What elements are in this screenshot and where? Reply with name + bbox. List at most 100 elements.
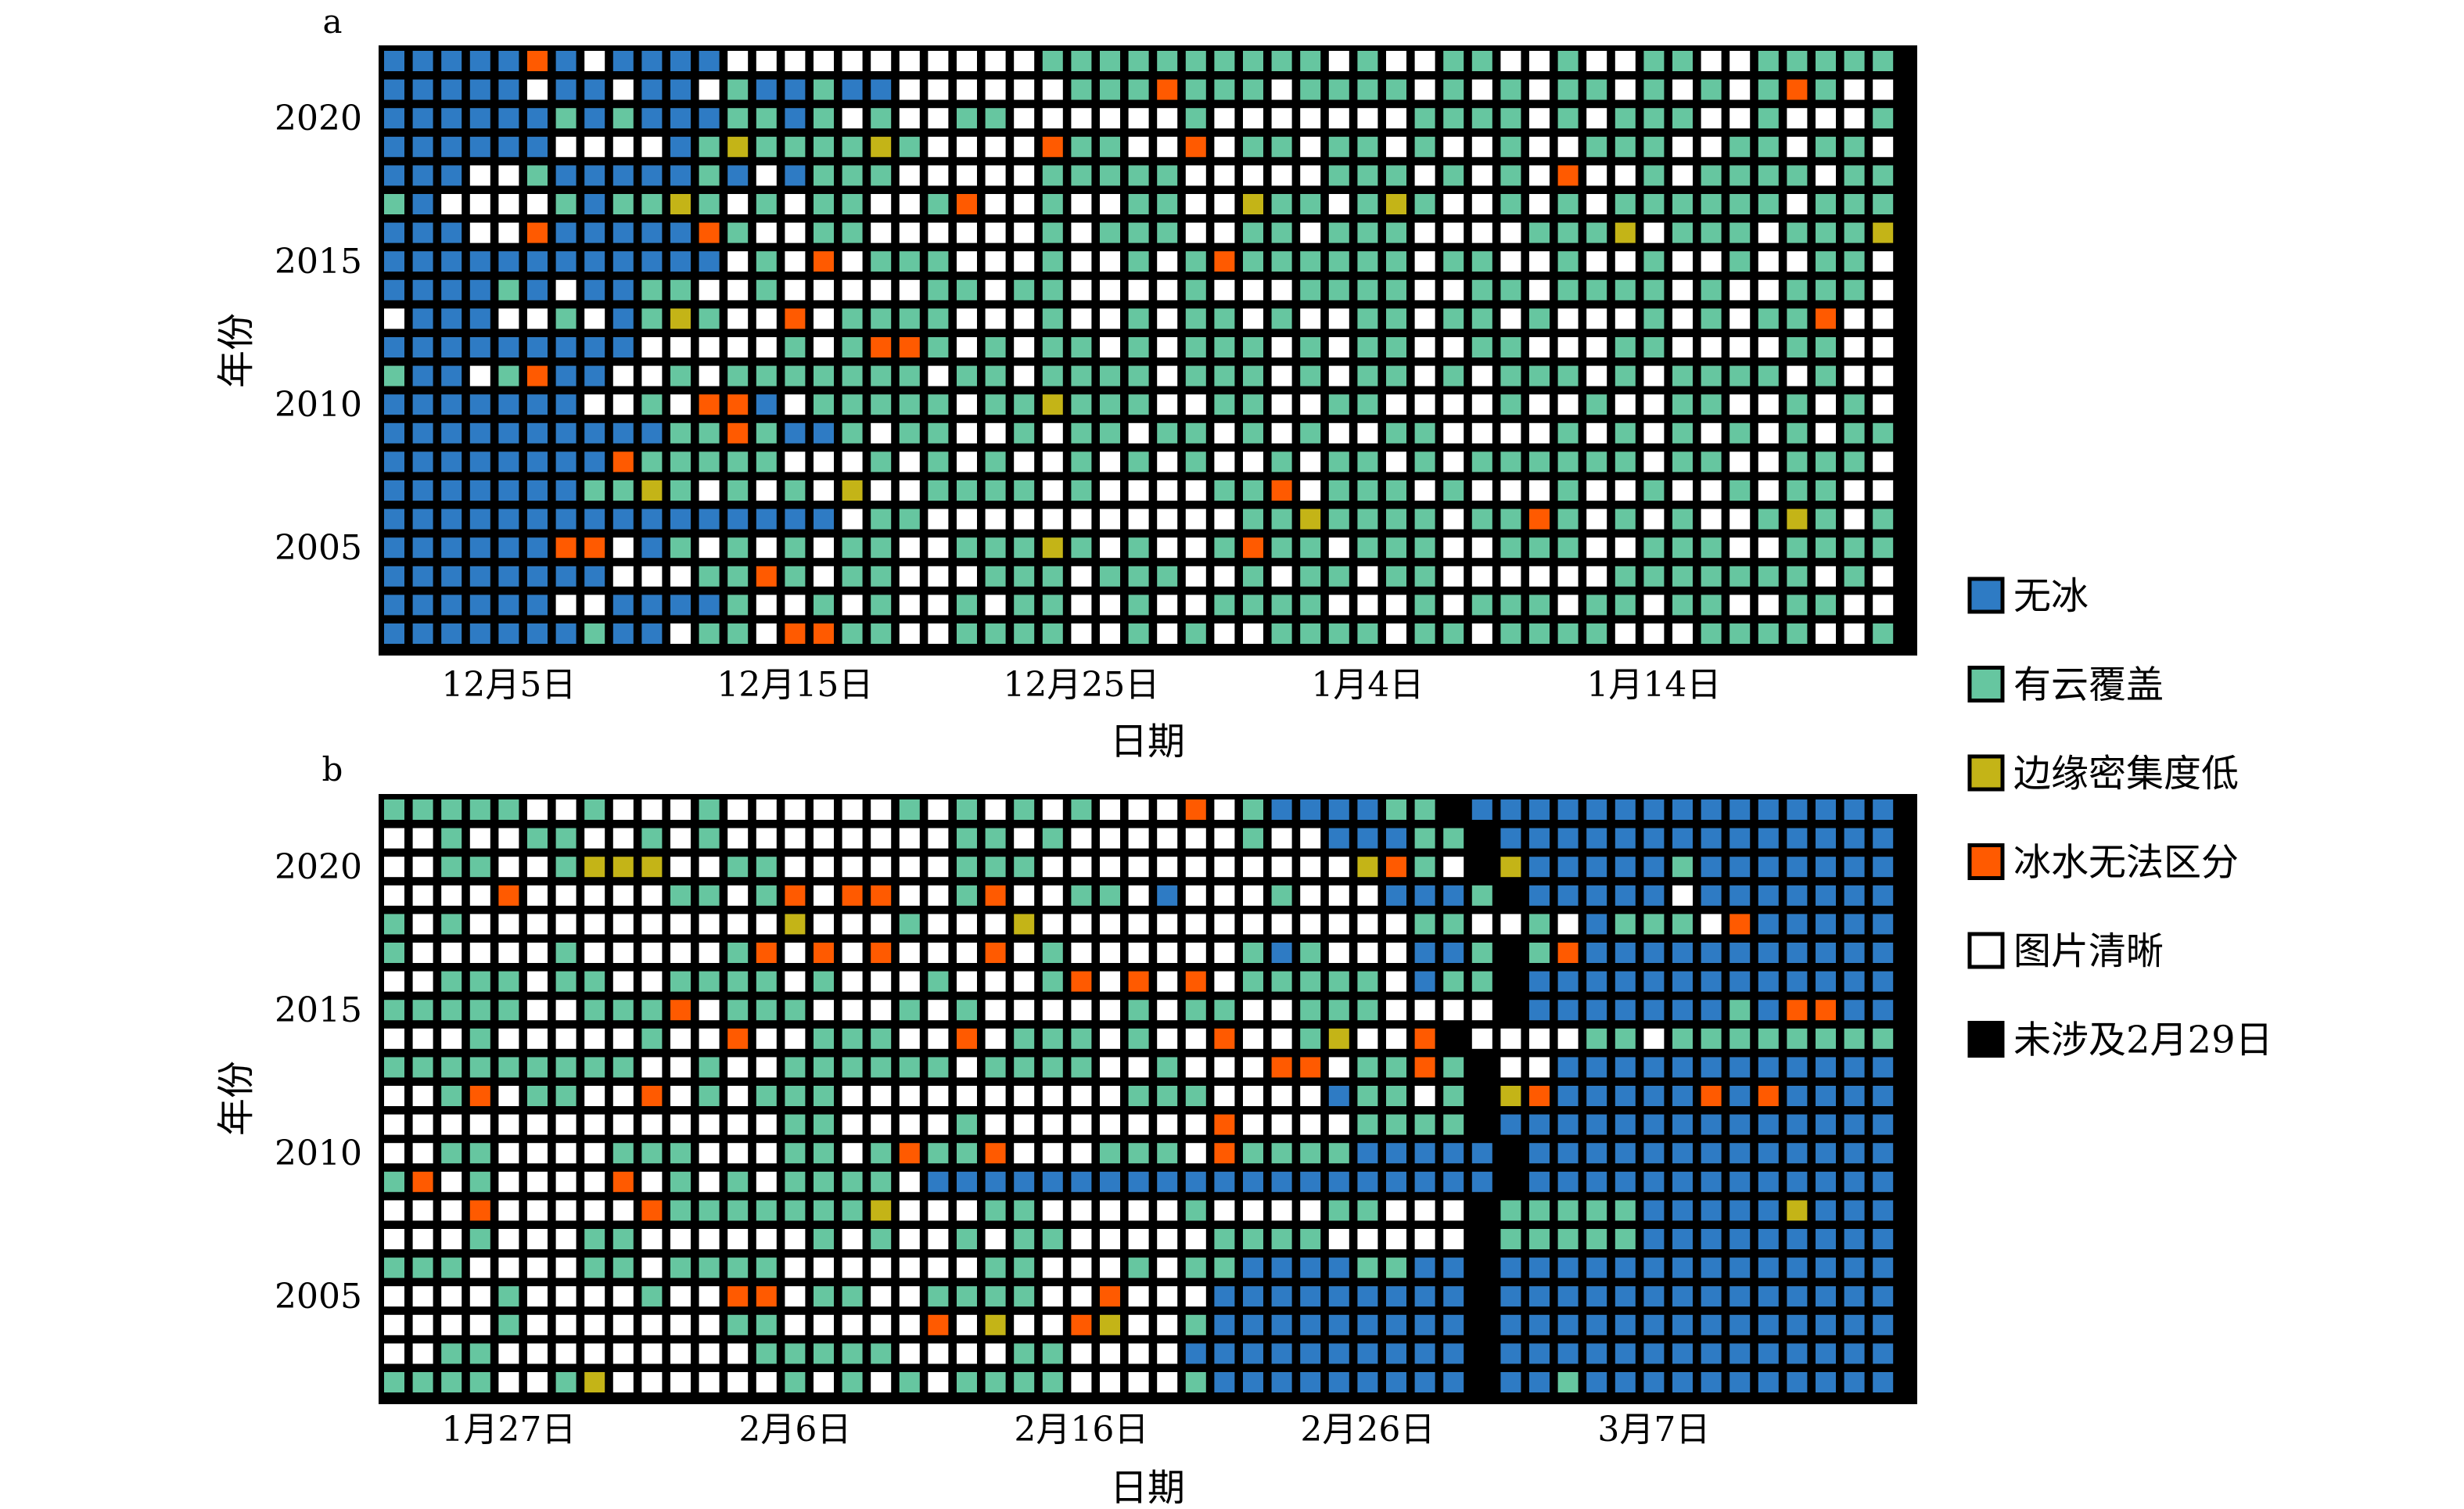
cell-b-2004-d16 <box>814 1314 834 1335</box>
cell-a-2020-d40 <box>1500 108 1521 129</box>
cell-b-2020-d14 <box>756 857 777 878</box>
cell-b-2019-d14 <box>756 885 777 906</box>
cell-a-2006-d26 <box>1100 508 1120 530</box>
cell-a-2020-d37 <box>1414 108 1435 129</box>
cell-a-2010-d11 <box>670 394 691 415</box>
cell-a-2007-d42 <box>1557 480 1579 501</box>
cell-b-2016-d2 <box>412 971 433 992</box>
cell-b-2013-d24 <box>1042 1057 1063 1078</box>
cell-b-2007-d39 <box>1471 1229 1501 1258</box>
cell-b-2013-d41 <box>1529 1057 1550 1078</box>
cell-a-2007-d50 <box>1787 480 1808 501</box>
cell-a-2020-d44 <box>1615 108 1636 129</box>
cell-a-2008-d21 <box>957 451 977 472</box>
cell-b-2014-d1 <box>384 1028 404 1049</box>
cell-b-2011-d17 <box>842 1114 863 1135</box>
cell-b-2017-d51 <box>1816 943 1836 963</box>
cell-b-2012-d9 <box>612 1086 634 1106</box>
cell-b-2015-d44 <box>1615 1000 1636 1021</box>
cell-a-2007-d25 <box>1071 480 1092 501</box>
cell-b-2003-d7 <box>555 1343 576 1364</box>
cell-b-2011-d5 <box>498 1114 519 1135</box>
cell-a-2009-d9 <box>612 422 634 444</box>
cell-a-2013-d6 <box>527 308 548 329</box>
cell-b-2017-d48 <box>1729 943 1751 963</box>
cell-a-2008-d11 <box>670 451 691 472</box>
cell-a-2011-d37 <box>1414 365 1435 386</box>
cell-b-2012-d40 <box>1500 1086 1521 1106</box>
cell-a-2015-d19 <box>899 251 920 272</box>
cell-a-2011-d39 <box>1471 365 1492 386</box>
cell-a-2004-d25 <box>1071 566 1092 587</box>
cell-b-2002-d4 <box>469 1372 490 1392</box>
cell-a-2022-d44 <box>1615 51 1636 71</box>
cell-b-2016-d17 <box>842 971 863 992</box>
cell-b-2009-d30 <box>1214 1171 1235 1192</box>
cell-b-2007-d44 <box>1615 1229 1636 1249</box>
cell-b-2022-d14 <box>756 799 777 820</box>
cell-b-2006-d7 <box>555 1257 576 1278</box>
cell-b-2018-d27 <box>1128 914 1149 935</box>
cell-a-2017-d16 <box>814 194 834 214</box>
cell-a-2008-d52 <box>1844 451 1865 472</box>
cell-b-2021-d41 <box>1529 828 1550 849</box>
cell-a-2012-d31 <box>1243 337 1263 357</box>
cell-b-2012-d14 <box>756 1086 777 1106</box>
cell-b-2003-d39 <box>1471 1343 1501 1372</box>
cell-b-2011-d42 <box>1557 1114 1579 1135</box>
cell-b-2004-d40 <box>1500 1314 1521 1335</box>
cell-a-2020-d27 <box>1128 108 1149 129</box>
cell-a-2015-d26 <box>1100 251 1120 272</box>
cell-b-2008-d19 <box>899 1200 920 1221</box>
cell-b-2002-d47 <box>1701 1372 1722 1392</box>
cell-b-2003-d1 <box>384 1343 404 1364</box>
cell-a-2012-d22 <box>985 337 1006 357</box>
cell-b-2016-d44 <box>1615 971 1636 992</box>
cell-a-2017-d49 <box>1758 194 1779 214</box>
cell-a-2009-d31 <box>1243 422 1263 444</box>
legend-label: 边缘密集度低 <box>2013 752 2239 796</box>
cell-b-2003-d22 <box>985 1343 1006 1364</box>
cell-b-2019-d25 <box>1071 885 1092 906</box>
cell-a-2022-d16 <box>814 51 834 71</box>
cell-a-2018-d16 <box>814 165 834 186</box>
cell-a-2002-d35 <box>1357 623 1378 644</box>
cell-b-2013-d35 <box>1357 1057 1378 1078</box>
cell-b-2008-d4 <box>469 1200 490 1221</box>
cell-a-2018-d23 <box>1014 165 1035 186</box>
cell-b-2022-d8 <box>584 799 605 820</box>
cell-a-2004-d48 <box>1729 566 1751 587</box>
cell-b-2022-d46 <box>1672 799 1693 820</box>
cell-b-2018-d6 <box>527 914 548 935</box>
cell-b-2009-d6 <box>527 1171 548 1192</box>
cell-b-2016-d41 <box>1529 971 1550 992</box>
cell-b-2002-d35 <box>1357 1372 1378 1392</box>
cell-a-2003-d44 <box>1615 595 1636 616</box>
cell-b-2017-d46 <box>1672 943 1693 963</box>
cell-b-2020-d10 <box>641 857 663 878</box>
cell-b-2006-d39 <box>1471 1257 1501 1287</box>
cell-b-2019-d8 <box>584 885 605 906</box>
cell-b-2022-d42 <box>1557 799 1579 820</box>
cell-b-2007-d21 <box>957 1229 977 1249</box>
cell-b-2015-d20 <box>928 1000 949 1021</box>
cell-a-2015-d50 <box>1787 251 1808 272</box>
cell-b-2017-d3 <box>441 943 462 963</box>
cell-a-2006-d45 <box>1643 508 1665 530</box>
cell-b-2009-d3 <box>441 1171 462 1192</box>
cell-b-2010-d37 <box>1414 1143 1435 1164</box>
cell-a-2012-d37 <box>1414 337 1435 357</box>
cell-a-2006-d10 <box>641 508 663 530</box>
cell-a-2011-d13 <box>727 365 749 386</box>
cell-b-2010-d47 <box>1701 1143 1722 1164</box>
cell-b-2018-d42 <box>1557 914 1579 935</box>
cell-b-2006-d46 <box>1672 1257 1693 1278</box>
cell-b-2014-d35 <box>1357 1028 1378 1049</box>
cell-a-2003-d48 <box>1729 595 1751 616</box>
cell-b-2017-d1 <box>384 943 404 963</box>
cell-a-2019-d1 <box>384 136 404 157</box>
cell-a-2017-d29 <box>1185 194 1206 214</box>
cell-a-2015-d6 <box>527 251 548 272</box>
